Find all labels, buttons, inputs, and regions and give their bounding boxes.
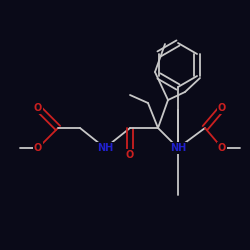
- Text: O: O: [218, 103, 226, 113]
- Text: NH: NH: [97, 143, 113, 153]
- Text: O: O: [34, 103, 42, 113]
- Text: O: O: [126, 150, 134, 160]
- Text: O: O: [218, 143, 226, 153]
- Text: NH: NH: [170, 143, 186, 153]
- Text: O: O: [34, 143, 42, 153]
